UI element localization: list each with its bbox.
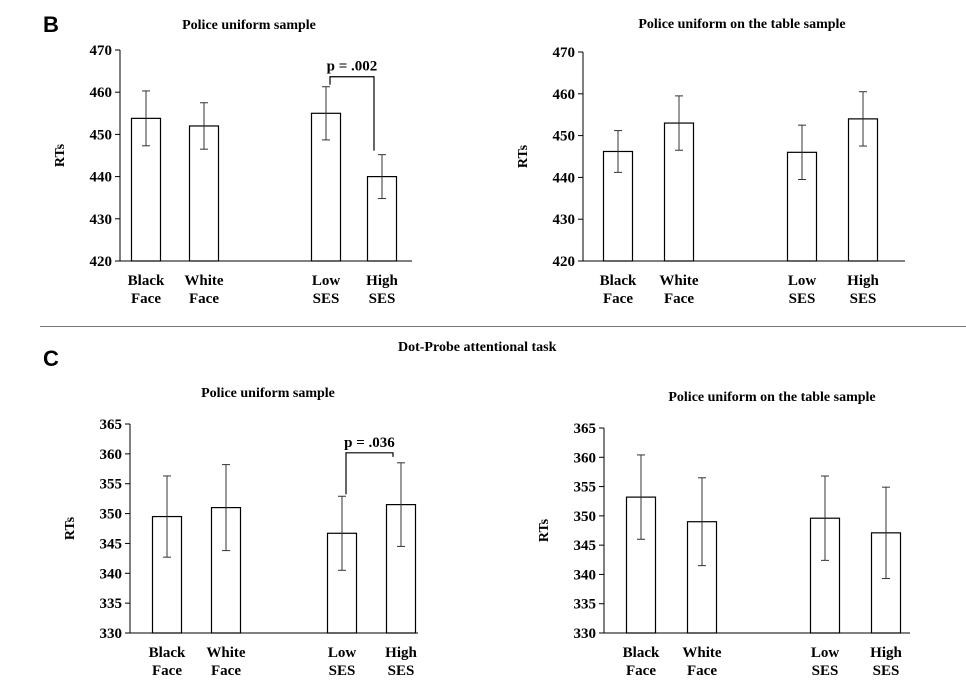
x-tick-label: Face	[131, 291, 161, 307]
x-tick-label: Face	[189, 291, 219, 307]
y-tick-label: 450	[553, 129, 576, 145]
significance-label: p = .002	[327, 59, 378, 75]
x-tick-label: SES	[873, 663, 900, 679]
y-tick-label: 345	[100, 536, 123, 552]
section-title-dot-probe: Dot-Probe attentional task	[398, 340, 557, 355]
x-tick-label: SES	[789, 291, 816, 307]
y-tick-label: 335	[100, 596, 123, 612]
y-tick-label: 340	[100, 566, 123, 582]
x-tick-label: White	[184, 273, 224, 289]
y-axis-label: RTs	[537, 518, 552, 542]
x-tick-label: White	[659, 273, 699, 289]
y-tick-label: 330	[574, 626, 597, 642]
significance-label: p = .036	[344, 435, 395, 451]
y-tick-label: 420	[90, 254, 113, 270]
x-tick-label: High	[870, 645, 902, 661]
y-axis-label: RTs	[63, 516, 78, 540]
x-tick-label: Low	[788, 273, 817, 289]
y-tick-label: 350	[100, 507, 123, 523]
significance-bracket	[345, 452, 394, 495]
y-tick-label: 355	[574, 480, 597, 496]
y-tick-label: 340	[574, 567, 597, 583]
x-tick-label: Face	[664, 291, 694, 307]
x-tick-label: Face	[687, 663, 717, 679]
y-axis-label: RTs	[516, 144, 531, 168]
x-tick-label: Low	[328, 645, 357, 661]
y-tick-label: 365	[100, 417, 123, 433]
x-tick-label: High	[366, 273, 398, 289]
y-tick-label: 450	[90, 127, 113, 143]
y-tick-label: 355	[100, 477, 123, 493]
y-tick-label: 430	[90, 212, 113, 228]
chart-title: Police uniform on the table sample	[668, 390, 875, 405]
chart-title: Police uniform sample	[201, 386, 335, 401]
bar	[326, 532, 358, 634]
x-tick-label: White	[206, 645, 246, 661]
x-tick-label: White	[682, 645, 722, 661]
x-tick-label: Black	[623, 645, 660, 661]
y-tick-label: 365	[574, 421, 597, 437]
y-tick-label: 470	[553, 45, 576, 61]
panel-letter-b: B	[43, 12, 59, 37]
y-tick-label: 460	[553, 87, 576, 103]
y-tick-label: 330	[100, 626, 123, 642]
section-divider	[40, 326, 966, 327]
bar	[188, 125, 220, 262]
y-tick-label: 430	[553, 212, 576, 228]
y-tick-label: 350	[574, 509, 597, 525]
x-tick-label: Face	[152, 663, 182, 679]
x-tick-label: Face	[211, 663, 241, 679]
x-tick-label: Face	[626, 663, 656, 679]
x-tick-label: SES	[388, 663, 415, 679]
x-tick-label: Face	[603, 291, 633, 307]
x-tick-label: SES	[812, 663, 839, 679]
y-axis-label: RTs	[53, 143, 68, 167]
x-tick-label: Black	[149, 645, 186, 661]
y-tick-label: 440	[90, 170, 113, 186]
x-tick-label: High	[385, 645, 417, 661]
x-tick-label: High	[847, 273, 879, 289]
significance-bracket	[329, 76, 375, 151]
chart-title: Police uniform on the table sample	[638, 17, 845, 32]
chart-title: Police uniform sample	[182, 18, 316, 33]
y-tick-label: 335	[574, 597, 597, 613]
x-tick-label: SES	[850, 291, 877, 307]
x-tick-label: Black	[128, 273, 165, 289]
x-tick-label: Low	[312, 273, 341, 289]
y-tick-label: 460	[90, 85, 113, 101]
x-tick-label: SES	[313, 291, 340, 307]
y-tick-label: 360	[574, 450, 597, 466]
x-tick-label: SES	[369, 291, 396, 307]
x-tick-label: Black	[600, 273, 637, 289]
x-tick-label: SES	[329, 663, 356, 679]
x-tick-label: Low	[811, 645, 840, 661]
panel-letter-c: C	[43, 346, 59, 371]
y-tick-label: 360	[100, 447, 123, 463]
y-tick-label: 470	[90, 43, 113, 59]
y-tick-label: 440	[553, 170, 576, 186]
y-tick-label: 345	[574, 538, 597, 554]
y-tick-label: 420	[553, 254, 576, 270]
